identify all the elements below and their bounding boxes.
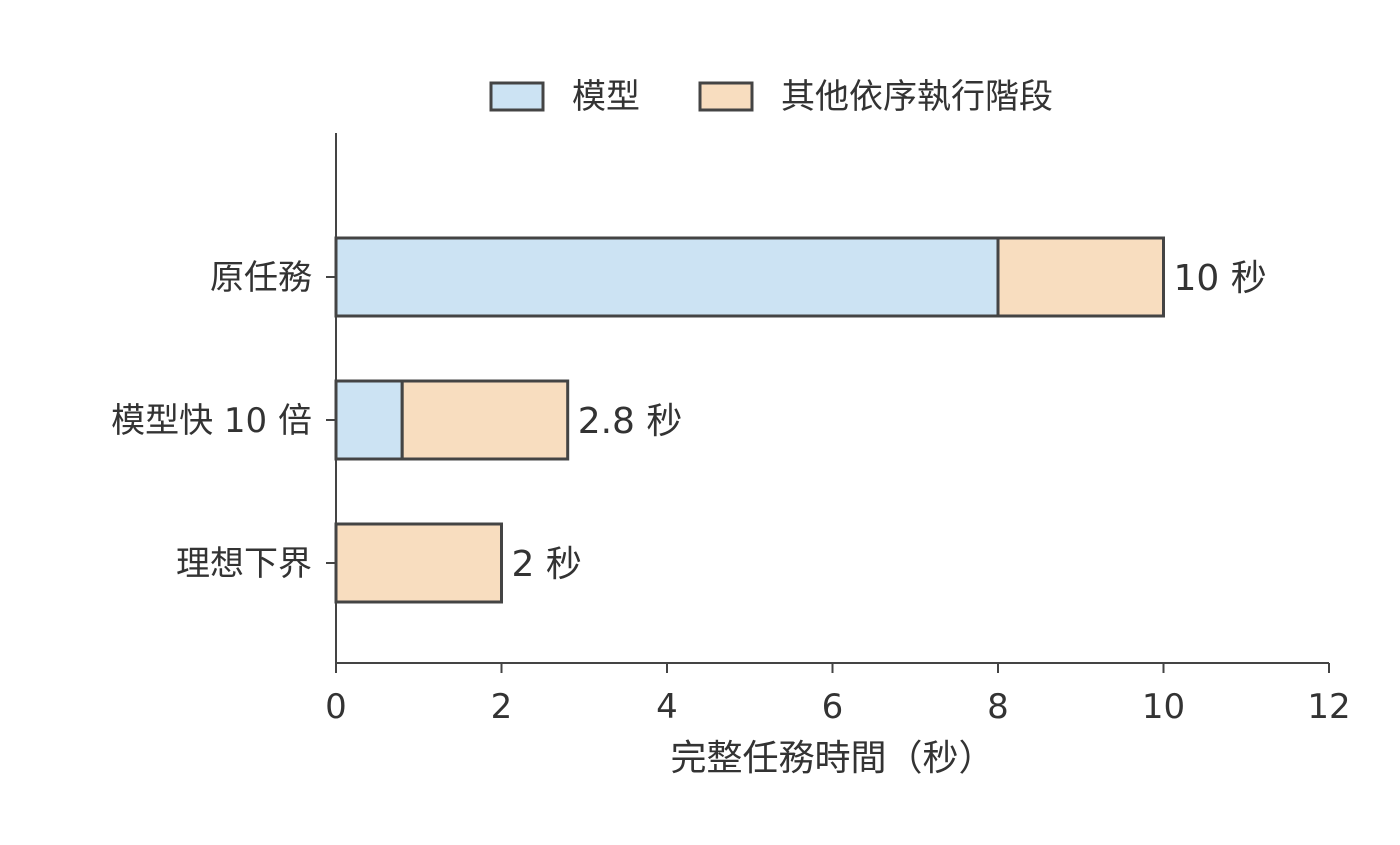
bar-total-label: 2.8 秒 [578, 401, 683, 442]
legend-label: 模型 [572, 77, 640, 117]
category-label: 模型快 10 倍 [111, 401, 312, 441]
bar-segment [996, 236, 1165, 318]
x-tick-label: 6 [822, 687, 844, 727]
x-tick-label: 10 [1142, 687, 1185, 727]
legend-swatch [489, 81, 545, 112]
x-tick-label: 0 [325, 687, 347, 727]
x-tick-label: 12 [1307, 687, 1350, 727]
bar-total-label: 2 秒 [512, 544, 582, 585]
x-tick-label: 8 [987, 687, 1009, 727]
legend: 模型 其他依序執行階段 [489, 77, 1053, 117]
x-axis-title: 完整任務時間（秒） [670, 738, 994, 779]
legend-label: 其他依序執行階段 [781, 77, 1053, 117]
bar-segment [334, 236, 1000, 318]
bar-segment [334, 522, 503, 604]
x-ticks-group: 0 2 4 6 8 10 12 [325, 663, 1351, 727]
bar-total-label: 10 秒 [1174, 258, 1267, 299]
bar-segment [400, 379, 570, 461]
bar-segment [334, 379, 404, 461]
x-tick-label: 4 [656, 687, 678, 727]
bars-group [334, 236, 1165, 604]
data-labels-group: 10 秒 2.8 秒 2 秒 [512, 258, 1267, 585]
category-label: 理想下界 [176, 544, 312, 584]
legend-swatch [698, 81, 754, 112]
x-tick-label: 2 [491, 687, 513, 727]
category-label: 原任務 [210, 258, 312, 298]
